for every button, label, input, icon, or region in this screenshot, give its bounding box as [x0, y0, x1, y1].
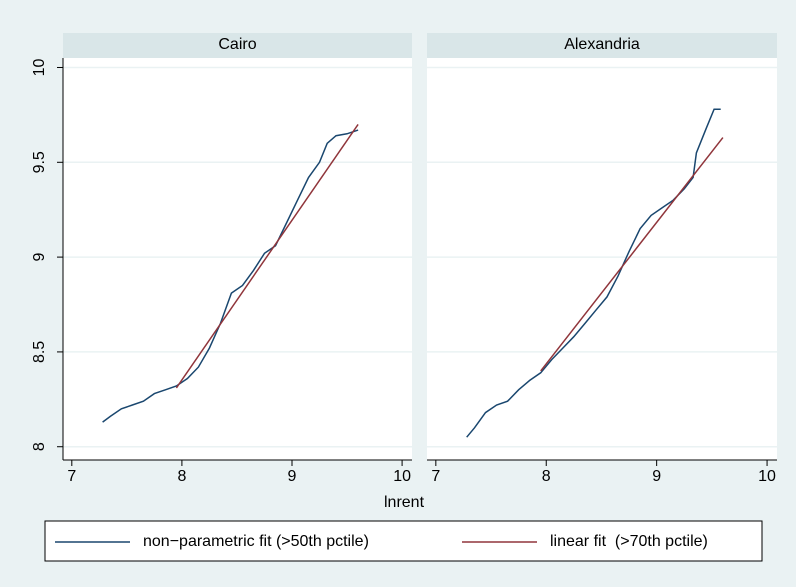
x-axis-label: lnrent	[384, 494, 425, 511]
legend-label: non−parametric fit (>50th pctile)	[143, 533, 369, 550]
x-tick-label: 10	[393, 468, 411, 485]
x-tick-label: 7	[67, 468, 76, 485]
series-line	[102, 129, 359, 423]
series-line	[175, 123, 359, 389]
series-line	[466, 108, 721, 438]
series-line	[540, 137, 724, 372]
plot-area	[427, 58, 777, 460]
y-tick-label: 8.5	[31, 341, 48, 363]
y-tick-label: 9	[31, 253, 48, 262]
y-tick-label: 8	[31, 442, 48, 451]
x-tick-label: 7	[431, 468, 440, 485]
x-tick-label: 8	[177, 468, 186, 485]
x-tick-label: 9	[288, 468, 297, 485]
legend-label: linear fit (>70th pctile)	[550, 533, 708, 550]
x-tick-label: 9	[652, 468, 661, 485]
x-tick-label: 8	[542, 468, 551, 485]
x-tick-label: 10	[758, 468, 776, 485]
y-tick-label: 10	[31, 58, 48, 76]
panel-title: Cairo	[218, 36, 256, 53]
panel-header	[427, 33, 777, 58]
panel-header	[63, 33, 412, 58]
y-tick-label: 9.5	[31, 151, 48, 173]
plot-area	[63, 58, 412, 460]
panel-title: Alexandria	[564, 36, 640, 53]
legend-box	[44, 520, 763, 562]
